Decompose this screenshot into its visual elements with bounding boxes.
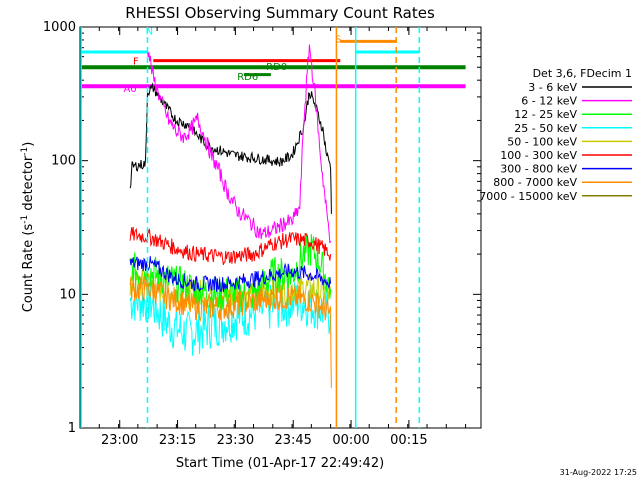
axis-ticks: 1 10 100 1000 23:00 23:15 23:30 23:45 00:00 00:15 bbox=[43, 20, 481, 448]
y-tick-label: 10 bbox=[59, 287, 76, 302]
x-tick-label: 00:15 bbox=[390, 433, 427, 448]
svg-text:Count Rate (s-1 detector-1): Count Rate (s-1 detector-1) bbox=[20, 142, 36, 313]
flag-bars: N F RD0 RD6 A0 S bbox=[81, 27, 466, 95]
x-tick-label: 23:00 bbox=[101, 433, 138, 448]
flag-label: S bbox=[335, 35, 341, 46]
x-tick-label: 00:00 bbox=[332, 433, 369, 448]
flag-label: N bbox=[146, 27, 153, 38]
date-stamp: 31-Aug-2022 17:25 bbox=[560, 468, 637, 477]
y-axis-label-sup2: -1 bbox=[20, 147, 30, 156]
legend-entry-label: 800 - 7000 keV bbox=[493, 176, 577, 189]
y-tick-label: 1000 bbox=[43, 20, 76, 35]
legend-entry-label: 300 - 800 keV bbox=[500, 163, 577, 176]
legend-entry-label: 12 - 25 keV bbox=[514, 108, 577, 121]
legend-entry-label: 3 - 6 keV bbox=[528, 81, 577, 94]
y-tick-label: 100 bbox=[51, 154, 76, 169]
flag-label: RD6 bbox=[237, 72, 258, 83]
y-axis-label-sup1: -1 bbox=[20, 215, 30, 224]
x-tick-label: 23:45 bbox=[274, 433, 311, 448]
legend-title: Det 3,6, FDecim 1 bbox=[533, 67, 632, 80]
flag-label: F bbox=[133, 57, 139, 68]
y-axis-label-main: Count Rate (s bbox=[21, 224, 36, 313]
series-line bbox=[129, 82, 332, 214]
flag-label: RD0 bbox=[266, 62, 287, 73]
flag-label: A0 bbox=[124, 84, 137, 95]
series-line bbox=[129, 226, 332, 265]
x-tick-label: 23:30 bbox=[217, 433, 254, 448]
series-line bbox=[129, 256, 332, 293]
vertical-markers bbox=[80, 27, 421, 428]
y-axis-label-end: ) bbox=[21, 142, 36, 147]
x-tick-label: 23:15 bbox=[159, 433, 196, 448]
legend-entry-label: 100 - 300 keV bbox=[500, 149, 577, 162]
series-line bbox=[129, 275, 332, 356]
legend-entry-label: 50 - 100 keV bbox=[507, 135, 577, 148]
legend-entry-label: 25 - 50 keV bbox=[514, 122, 577, 135]
series-line bbox=[147, 44, 332, 244]
legend-entry-label: 6 - 12 keV bbox=[521, 95, 577, 108]
chart-title: RHESSI Observing Summary Count Rates bbox=[125, 4, 435, 22]
x-axis-label: Start Time (01-Apr-17 22:49:42) bbox=[176, 456, 384, 471]
y-axis-label-rest: detector bbox=[21, 155, 36, 215]
y-axis-label: Count Rate (s-1 detector-1) bbox=[20, 142, 36, 313]
plot-area bbox=[79, 26, 482, 429]
plot-frame bbox=[79, 26, 482, 429]
y-tick-label: 1 bbox=[68, 421, 76, 436]
series-line bbox=[129, 275, 332, 388]
data-series bbox=[129, 44, 332, 388]
legend-entry-label: 7000 - 15000 keV bbox=[479, 190, 577, 203]
